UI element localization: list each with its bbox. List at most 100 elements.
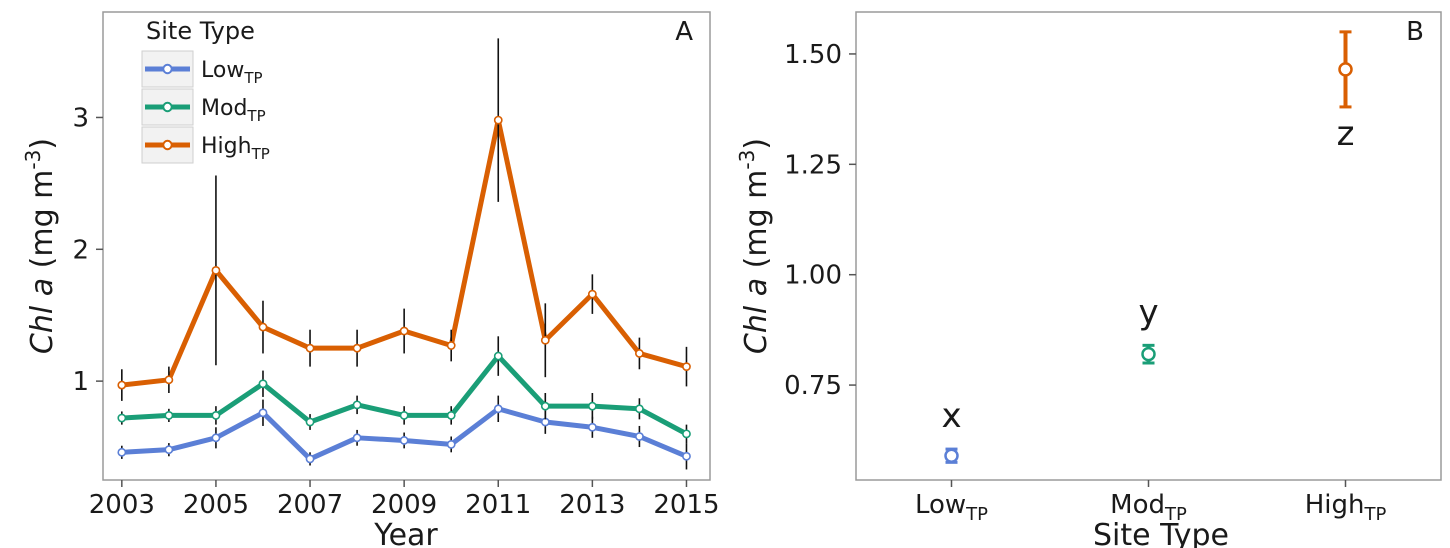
panel-a-x-tick-label: 2015: [653, 490, 719, 520]
data-point: [258, 379, 268, 389]
panel-b-x-tick-label: ModTP: [1110, 490, 1187, 525]
panel-a-x-tick-label: 2009: [371, 490, 437, 520]
data-point: [493, 351, 503, 361]
data-point: [399, 436, 409, 445]
data-point: [682, 429, 691, 439]
legend-key-point: [162, 101, 173, 113]
data-point: [446, 341, 456, 350]
data-point: [305, 343, 315, 353]
panel-a-y-tick-label: 3: [72, 103, 89, 133]
panel-a-x-tick-label: 2005: [183, 490, 249, 520]
legend-key-point: [162, 63, 173, 75]
legend-label-high-base: High: [201, 134, 252, 159]
data-point: [635, 404, 644, 414]
panel-b-y-tick-label: 1.00: [784, 261, 842, 291]
series-modtp: [117, 336, 691, 444]
legend-keys: [145, 63, 190, 151]
panel-b-x-tick-label: HighTP: [1305, 490, 1387, 525]
data-point: [117, 413, 127, 423]
panel-a-y-tick-label: 1: [72, 367, 89, 397]
data-point: [352, 400, 362, 410]
legend-label-mod-sub: TP: [246, 107, 265, 125]
data-point: [540, 335, 550, 345]
data-point: [352, 343, 362, 353]
panel-b-x-tick-label: LowTP: [915, 490, 988, 525]
data-point: [587, 289, 597, 299]
panel-b-x-tick-base: Mod: [1110, 490, 1165, 520]
data-point: [446, 411, 456, 420]
significance-letter: x: [941, 396, 961, 436]
panel-b-y-title-sup: -3: [735, 150, 759, 170]
data-point: [493, 115, 503, 125]
panel-b-x-tick-sub: TP: [1164, 504, 1187, 525]
panel-b-y-title-italic: Chl a: [739, 278, 774, 354]
panel-a-y-title-close: ): [25, 138, 60, 150]
data-point: [305, 417, 315, 427]
panel-b-x-tick-base: Low: [915, 490, 966, 520]
data-point: [540, 417, 550, 427]
series-hightp: [117, 38, 691, 401]
data-point: [258, 408, 268, 418]
panel-b-x-tick-base: High: [1305, 490, 1365, 520]
panel-a-y-title-rest: (mg m: [25, 170, 60, 278]
data-point: [682, 362, 691, 372]
panel-b: B Site Type Chl a (mg m-3) LowTP ModTP Hig…: [735, 11, 1442, 548]
data-point: [540, 401, 550, 411]
point-group-high: z: [1337, 30, 1355, 154]
data-point: [305, 454, 315, 464]
panel-b-y-title-close: ): [739, 138, 774, 150]
data-point: [493, 404, 503, 414]
mean-point: [944, 448, 959, 463]
panel-a: A Year Chl a (mg m-3) 2003 2005 2007 2009 20…: [21, 11, 720, 548]
mean-point: [1141, 346, 1156, 362]
panel-b-x-ticks: LowTP ModTP HighTP: [915, 480, 1386, 525]
legend-title: Site Type: [146, 17, 255, 45]
data-point: [164, 411, 174, 420]
data-point: [117, 447, 127, 457]
legend-label-mod-base: Mod: [201, 96, 247, 121]
panel-b-y-title-rest: (mg m: [739, 170, 774, 278]
panel-b-x-tick-sub: TP: [965, 504, 988, 525]
panel-b-y-tick-label: 1.50: [784, 40, 842, 70]
data-point: [164, 375, 174, 385]
data-point: [446, 440, 456, 449]
data-point: [258, 322, 268, 332]
data-point: [587, 401, 597, 411]
panel-a-y-title-sup: -3: [21, 150, 45, 170]
data-point: [635, 349, 644, 358]
data-point: [211, 433, 221, 443]
legend-label-high: HighTP: [201, 134, 270, 163]
panel-a-y-tick-label: 2: [72, 235, 89, 265]
data-point: [117, 380, 127, 390]
point-group-mod: y: [1138, 292, 1159, 365]
panel-b-x-title: Site Type: [1093, 518, 1229, 548]
data-point: [211, 411, 221, 420]
point-group-low: x: [941, 396, 962, 464]
legend-label-low-base: Low: [201, 58, 244, 83]
panel-a-y-title-italic: Chl a: [25, 278, 60, 354]
panel-a-y-title: Chl a (mg m-3): [21, 138, 60, 354]
panel-b-points: x y z: [941, 30, 1355, 464]
data-point: [635, 432, 644, 441]
panel-a-tag: A: [675, 17, 693, 47]
panel-b-y-title: Chl a (mg m-3): [735, 138, 774, 354]
data-point: [164, 445, 174, 455]
panel-b-y-tick-label: 0.75: [784, 371, 842, 401]
series-lowtp: [117, 395, 691, 470]
legend: Site Type LowTP ModTP HighTP: [141, 17, 270, 164]
panel-a-x-tick-label: 2007: [277, 490, 343, 520]
panel-b-y-ticks: 0.75 1.00 1.25 1.50: [784, 40, 856, 401]
panel-b-tag: B: [1406, 17, 1424, 47]
panel-a-x-tick-label: 2003: [89, 490, 155, 520]
significance-letter: z: [1337, 114, 1355, 154]
data-point: [352, 433, 362, 443]
legend-label-high-sub: TP: [251, 145, 270, 163]
panel-a-x-tick-label: 2011: [465, 490, 531, 520]
legend-label-mod: ModTP: [201, 96, 266, 125]
significance-letter: y: [1138, 292, 1158, 332]
panel-a-x-ticks: 2003 2005 2007 2009 2011 2013 2015: [89, 480, 720, 520]
panel-a-x-tick-label: 2013: [559, 490, 625, 520]
legend-label-low-sub: TP: [243, 69, 262, 87]
panel-a-y-ticks: 1 2 3: [72, 103, 103, 397]
